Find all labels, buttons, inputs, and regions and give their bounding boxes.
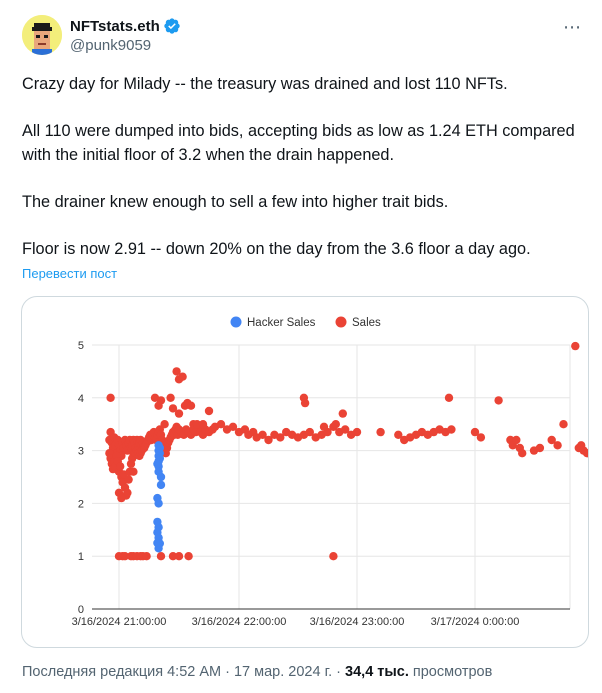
data-point xyxy=(470,427,480,437)
data-point xyxy=(228,422,238,431)
data-point xyxy=(106,393,115,402)
data-point xyxy=(582,449,588,458)
tweet-header: NFTstats.eth @punk9059 ⋯ xyxy=(22,15,586,61)
x-tick-label: 3/16/2024 21:00:00 xyxy=(72,616,167,628)
tweet-media-chart[interactable]: 0 1 2 3 4 5 3/16/2024 21:00:00 3/16/2024 22:00:… xyxy=(21,296,589,648)
data-point xyxy=(305,427,314,437)
y-tick-label: 3 xyxy=(78,446,84,458)
translate-post-link[interactable]: Перевести пост xyxy=(22,266,118,281)
data-point xyxy=(160,420,169,429)
data-point xyxy=(553,441,562,450)
name-row: NFTstats.eth xyxy=(70,17,181,35)
y-tick-label: 4 xyxy=(78,393,84,405)
legend-marker xyxy=(335,316,347,328)
legend-label: Hacker Sales xyxy=(247,317,316,329)
data-point xyxy=(547,435,556,445)
data-point xyxy=(331,420,340,429)
data-point xyxy=(142,552,151,561)
data-point xyxy=(154,499,163,508)
tweet-footer: Последняя редакция 4:52 AM · 17 мар. 202… xyxy=(22,664,492,680)
data-point xyxy=(172,367,181,376)
data-point xyxy=(444,393,454,402)
data-point xyxy=(174,409,184,418)
views-count: 34,4 тыс. xyxy=(345,664,409,680)
data-point xyxy=(338,409,347,418)
tweet-text: Crazy day for Milady -- the treasury was… xyxy=(22,75,575,259)
data-point xyxy=(518,449,527,458)
data-point xyxy=(192,420,202,429)
y-tick-label: 0 xyxy=(78,604,84,616)
pixel-punk-avatar-icon xyxy=(22,15,62,55)
y-tick-label: 5 xyxy=(78,340,84,352)
data-point xyxy=(155,539,164,548)
data-point xyxy=(512,435,521,445)
data-point xyxy=(153,459,162,468)
data-point xyxy=(341,425,350,434)
data-point xyxy=(559,420,568,429)
data-point xyxy=(174,552,184,561)
data-point xyxy=(300,398,310,408)
legend-marker xyxy=(230,316,242,328)
data-point xyxy=(198,420,208,429)
verified-badge-icon xyxy=(164,18,180,34)
scatter-chart: 0 1 2 3 4 5 3/16/2024 21:00:00 3/16/2024 22:00:… xyxy=(72,316,588,628)
data-point xyxy=(258,430,267,439)
data-point xyxy=(168,404,178,413)
legend-label: Sales xyxy=(352,317,381,329)
data-point xyxy=(394,430,403,439)
data-point xyxy=(447,425,456,434)
more-options-icon[interactable]: ⋯ xyxy=(563,17,582,37)
data-point xyxy=(154,401,163,410)
data-point xyxy=(352,427,362,437)
data-point xyxy=(166,393,175,402)
data-point xyxy=(276,433,285,442)
data-point xyxy=(168,552,178,561)
data-point xyxy=(120,552,130,561)
data-point xyxy=(156,472,166,482)
data-point xyxy=(494,396,503,405)
data-point xyxy=(571,341,580,351)
data-point xyxy=(156,552,166,561)
views-label: просмотров xyxy=(408,664,493,680)
data-point xyxy=(178,372,187,381)
data-point xyxy=(319,422,329,431)
data-point xyxy=(264,435,273,445)
data-point xyxy=(117,493,126,503)
data-point xyxy=(156,480,166,490)
data-point xyxy=(204,406,214,416)
x-tick-label: 3/16/2024 23:00:00 xyxy=(310,616,405,628)
data-point xyxy=(124,475,133,484)
avatar[interactable] xyxy=(22,15,62,55)
x-tick-label: 3/17/2024 0:00:00 xyxy=(431,616,520,628)
data-point xyxy=(186,401,196,410)
display-name[interactable]: NFTstats.eth xyxy=(70,17,160,35)
data-point xyxy=(129,467,138,476)
data-point xyxy=(329,552,338,561)
user-handle[interactable]: @punk9059 xyxy=(70,37,152,54)
y-tick-label: 1 xyxy=(78,551,84,563)
data-point xyxy=(376,427,385,437)
y-tick-label: 2 xyxy=(78,498,84,510)
x-tick-label: 3/16/2024 22:00:00 xyxy=(192,616,287,628)
data-point xyxy=(184,552,193,561)
data-point xyxy=(535,443,545,453)
data-point xyxy=(476,433,486,442)
data-point xyxy=(116,462,125,471)
data-point xyxy=(216,420,226,429)
edited-timestamp[interactable]: Последняя редакция 4:52 AM · 17 мар. 202… xyxy=(22,664,346,680)
data-point xyxy=(123,488,132,497)
